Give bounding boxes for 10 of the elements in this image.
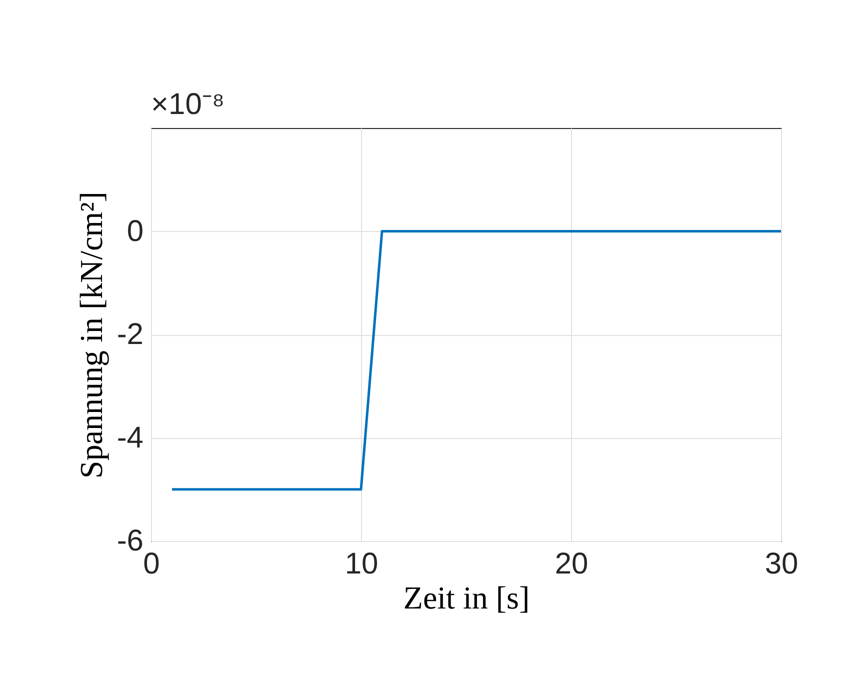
x-tick-label: 30 <box>764 548 798 580</box>
x-tick-label: 20 <box>554 548 588 580</box>
text: ×10⁻⁸ <box>151 88 225 121</box>
x-axis-title: Zeit in [s] <box>403 580 530 616</box>
y-axis-title: Spannung in [kN/cm²] <box>72 192 109 478</box>
y-tick-label: -6 <box>116 524 144 558</box>
x-tick-label: 10 <box>344 548 378 580</box>
y-tick-label: 0 <box>126 214 144 248</box>
y-tick-label: -4 <box>116 421 144 454</box>
y-tick-label: -2 <box>116 318 144 351</box>
